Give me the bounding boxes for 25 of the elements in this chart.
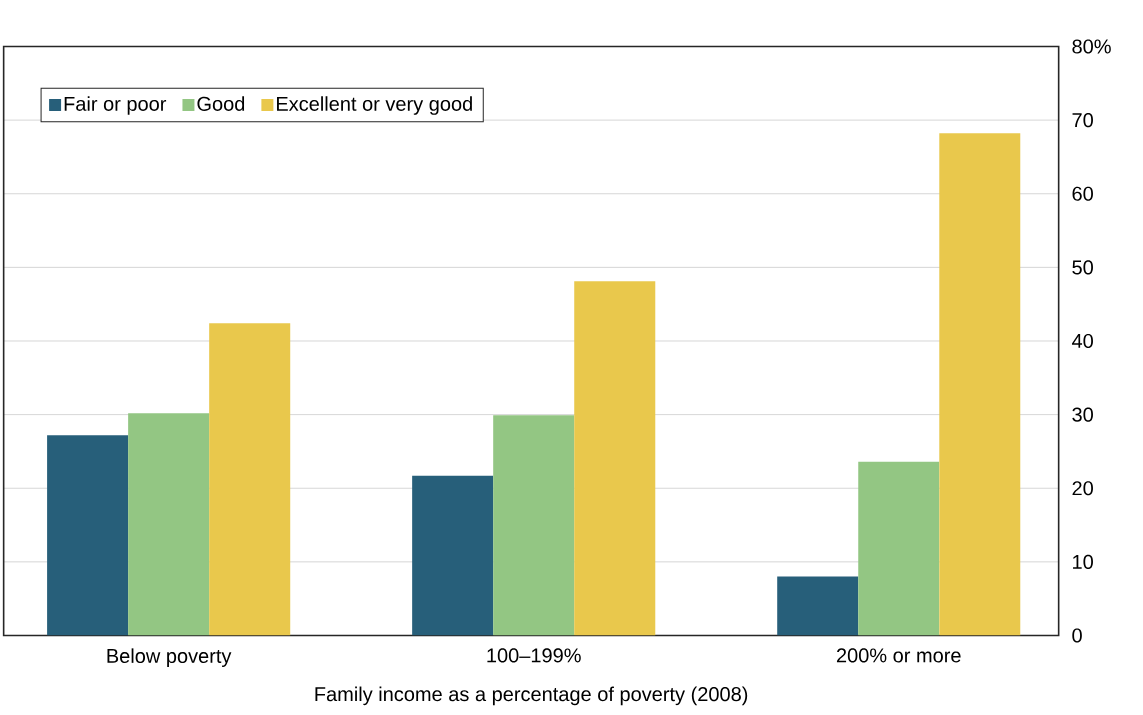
legend-label: Fair or poor [64,96,167,115]
bar [939,133,1021,636]
y-tick-label: 10 [1073,554,1093,569]
legend-label: Good [197,96,245,111]
bar [777,576,859,636]
x-axis-title: Family income as a percentage of poverty (2008) [315,686,748,706]
x-tick-label: 100–199% [487,648,581,663]
bar [858,461,940,636]
bar [128,413,210,636]
y-tick-label: 30 [1072,407,1093,422]
y-tick-label: 80% [1072,39,1111,54]
y-tick-label: 20 [1072,481,1093,496]
bar [209,323,291,636]
x-tick-label: Below poverty [107,648,232,667]
y-tick-label: 50 [1072,260,1093,275]
y-tick-label: 60 [1072,186,1093,201]
y-tick-label: 0 [1072,628,1082,643]
bar [412,475,494,636]
x-tick-label: 200% or more [836,648,961,663]
bar [47,435,129,636]
bar [493,415,575,636]
y-tick-label: 40 [1071,333,1093,349]
legend-label: Excellent or very good [277,96,472,115]
y-tick-label: 70 [1072,113,1093,128]
bar [574,281,656,636]
